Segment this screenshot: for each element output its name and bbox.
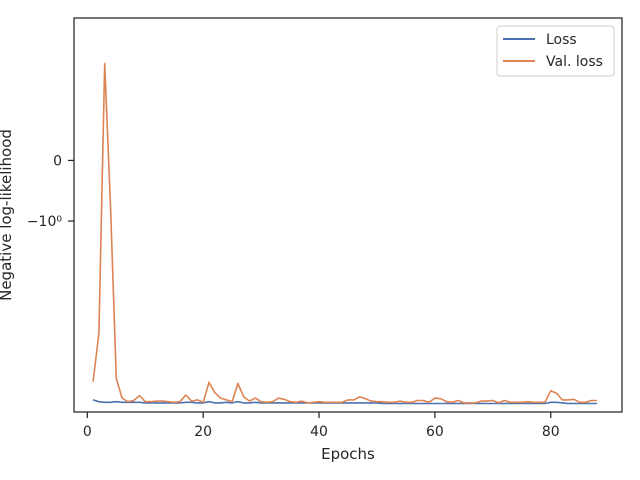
x-axis: 0 20 40 60 80 [83, 412, 560, 440]
x-tick-label: 20 [194, 424, 212, 440]
y-tick-label: 0 [53, 153, 62, 169]
y-axis: 0 −10⁰ [27, 153, 74, 230]
series-line-loss [92, 399, 598, 405]
x-axis-label: Epochs [321, 445, 375, 463]
legend: Loss Val. loss [496, 25, 615, 77]
x-tick-label: 0 [83, 424, 92, 440]
series-layer [92, 62, 598, 405]
x-tick-label: 40 [310, 424, 328, 440]
y-axis-label: Negative log-likelihood [0, 129, 15, 301]
x-tick-label: 80 [542, 424, 560, 440]
x-tick-label: 60 [426, 424, 444, 440]
legend-label-loss: Loss [546, 32, 577, 48]
y-tick-label: −10⁰ [27, 214, 63, 230]
series-line-val-loss [92, 62, 598, 404]
axes-frame [73, 17, 623, 413]
legend-label-val-loss: Val. loss [546, 54, 603, 70]
